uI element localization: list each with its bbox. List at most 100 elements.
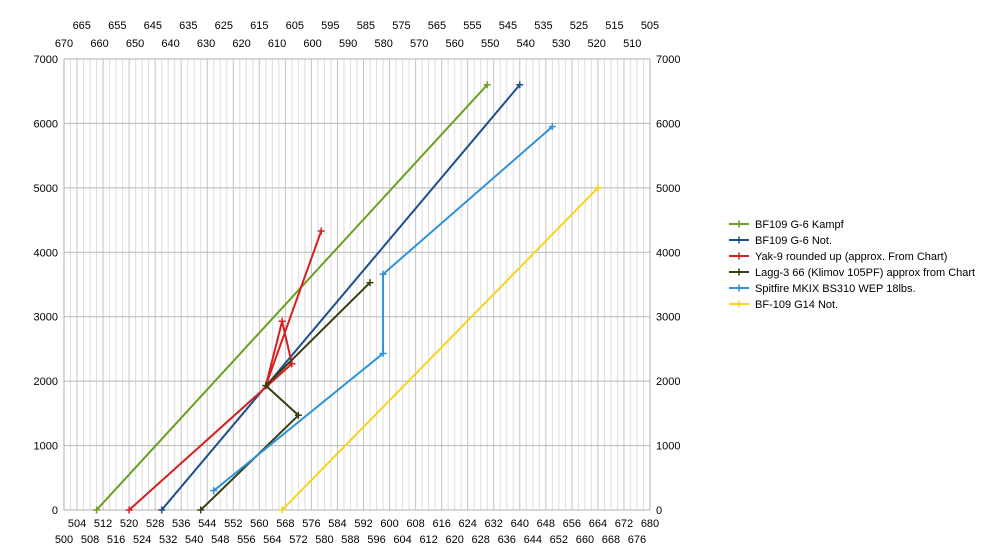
x-top-secondary-tick-label: 580 (374, 38, 392, 50)
y-right-tick-label: 3000 (656, 312, 680, 324)
x-top-secondary-tick-label: 530 (552, 38, 570, 50)
x-bottom-secondary-tick-label: 620 (445, 534, 463, 546)
x-bottom-tick-label: 640 (511, 518, 529, 530)
y-left-tick-label: 2000 (34, 376, 58, 388)
x-bottom-tick-label: 656 (563, 518, 581, 530)
y-right-tick-label: 0 (656, 505, 662, 517)
x-bottom-secondary-tick-label: 644 (524, 534, 542, 546)
data-point-marker (210, 487, 218, 495)
series-line-5 (281, 187, 599, 511)
x-top-tick-label: 655 (108, 20, 126, 32)
x-bottom-tick-label: 672 (615, 518, 633, 530)
data-point-marker (197, 506, 205, 514)
y-left-tick-label: 5000 (34, 183, 58, 195)
data-point-marker (548, 123, 556, 131)
x-top-tick-label: 625 (215, 20, 233, 32)
x-bottom-secondary-tick-label: 612 (419, 534, 437, 546)
x-bottom-tick-label: 616 (432, 518, 450, 530)
x-bottom-secondary-tick-label: 652 (550, 534, 568, 546)
x-top-secondary-tick-label: 550 (481, 38, 499, 50)
data-point-marker (366, 279, 374, 287)
y-right-tick-label: 7000 (656, 54, 680, 66)
y-left-tick-label: 1000 (34, 441, 58, 453)
x-top-tick-label: 555 (463, 20, 481, 32)
x-bottom-tick-label: 576 (302, 518, 320, 530)
x-bottom-tick-label: 520 (120, 518, 138, 530)
x-bottom-secondary-tick-label: 508 (81, 534, 99, 546)
x-top-tick-label: 525 (570, 20, 588, 32)
x-bottom-secondary-tick-label: 636 (498, 534, 516, 546)
x-bottom-tick-label: 632 (485, 518, 503, 530)
x-bottom-secondary-tick-label: 660 (576, 534, 594, 546)
x-top-tick-label: 595 (321, 20, 339, 32)
x-top-secondary-tick-label: 560 (445, 38, 463, 50)
x-bottom-secondary-tick-label: 580 (315, 534, 333, 546)
x-top-tick-label: 575 (392, 20, 410, 32)
y-left-tick-label: 4000 (34, 247, 58, 259)
x-bottom-secondary-tick-label: 548 (211, 534, 229, 546)
data-point-marker (317, 227, 325, 235)
x-bottom-tick-label: 560 (250, 518, 268, 530)
x-top-tick-label: 605 (286, 20, 304, 32)
x-top-secondary-tick-label: 650 (126, 38, 144, 50)
x-bottom-secondary-tick-label: 572 (289, 534, 307, 546)
legend-marker (735, 236, 743, 244)
x-top-secondary-tick-label: 610 (268, 38, 286, 50)
series-line-4 (213, 125, 553, 492)
legend-label: Spitfire MKIX BS310 WEP 18lbs. (755, 283, 916, 295)
x-bottom-secondary-tick-label: 556 (237, 534, 255, 546)
y-left-tick-label: 3000 (34, 312, 58, 324)
x-bottom-tick-label: 536 (172, 518, 190, 530)
x-top-tick-label: 665 (73, 20, 91, 32)
x-top-secondary-tick-label: 590 (339, 38, 357, 50)
data-point-marker (294, 411, 302, 419)
data-point-marker (594, 184, 602, 192)
data-point-marker (158, 506, 166, 514)
x-top-tick-label: 635 (179, 20, 197, 32)
x-top-tick-label: 545 (499, 20, 517, 32)
x-bottom-tick-label: 664 (589, 518, 607, 530)
x-top-tick-label: 585 (357, 20, 375, 32)
legend: BF109 G-6 Kampf BF109 G-6 Not. Yak-9 round… (729, 219, 975, 311)
x-top-secondary-tick-label: 510 (623, 38, 641, 50)
y-right-tick-label: 4000 (656, 247, 680, 259)
data-point-marker (262, 382, 270, 390)
x-bottom-tick-label: 680 (641, 518, 659, 530)
legend-marker (735, 268, 743, 276)
y-right-tick-label: 1000 (656, 441, 680, 453)
legend-label: Yak-9 rounded up (approx. From Chart) (755, 251, 947, 263)
x-bottom-tick-label: 608 (406, 518, 424, 530)
x-bottom-secondary-tick-label: 540 (185, 534, 203, 546)
series-line-0 (95, 84, 488, 511)
x-bottom-tick-label: 592 (354, 518, 372, 530)
data-point-marker (278, 506, 286, 514)
x-bottom-secondary-tick-label: 516 (107, 534, 125, 546)
x-bottom-tick-label: 568 (276, 518, 294, 530)
series-group (93, 81, 602, 514)
x-top-tick-label: 615 (250, 20, 268, 32)
data-point-marker (278, 317, 286, 325)
x-top-secondary-tick-label: 640 (161, 38, 179, 50)
data-point-marker (288, 360, 296, 368)
x-bottom-tick-label: 528 (146, 518, 164, 530)
x-top-secondary-tick-label: 520 (588, 38, 606, 50)
x-bottom-secondary-tick-label: 564 (263, 534, 281, 546)
y-right-tick-label: 6000 (656, 118, 680, 130)
x-bottom-secondary-tick-label: 596 (367, 534, 385, 546)
data-point-marker (516, 81, 524, 89)
legend-marker (735, 252, 743, 260)
x-top-tick-label: 505 (641, 20, 659, 32)
series-line-1 (160, 84, 521, 511)
x-bottom-secondary-tick-label: 604 (393, 534, 411, 546)
x-bottom-tick-label: 552 (224, 518, 242, 530)
axis-ticks: 0 1000 2000 3000 4000 5000 6000 7000 0 1000 2000 30… (34, 20, 681, 546)
data-point-marker (93, 506, 101, 514)
y-left-tick-label: 7000 (34, 54, 58, 66)
x-top-secondary-tick-label: 660 (90, 38, 108, 50)
legend-marker (735, 220, 743, 228)
x-bottom-tick-label: 544 (198, 518, 216, 530)
x-top-tick-label: 565 (428, 20, 446, 32)
legend-marker (735, 284, 743, 292)
legend-label: Lagg-3 66 (Klimov 105PF) approx from Cha… (755, 267, 975, 279)
x-top-secondary-tick-label: 620 (232, 38, 250, 50)
